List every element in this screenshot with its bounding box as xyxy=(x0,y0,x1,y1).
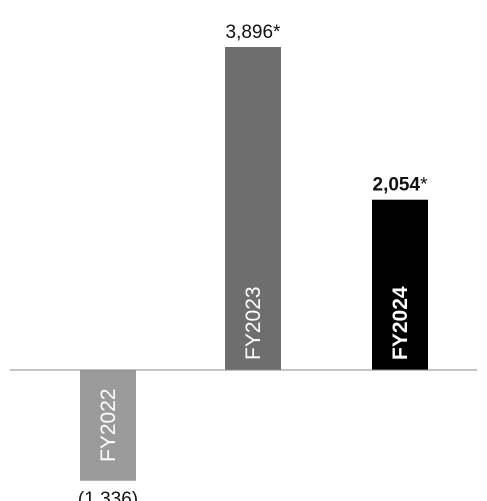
category-label-fy2023: FY2023 xyxy=(242,286,265,360)
value-label-fy2022: (1,336) xyxy=(78,489,138,501)
bar-fy2023 xyxy=(225,47,281,370)
value-label-fy2023: 3,896* xyxy=(226,22,282,43)
bar-fy2024 xyxy=(372,199,428,370)
bars-group xyxy=(80,47,428,481)
value-label-fy2024: 2,054* xyxy=(373,175,429,196)
category-label-fy2022: FY2022 xyxy=(97,388,120,462)
bar-fy2022 xyxy=(80,370,136,481)
labels-group: FY2022 (1,336) FY2023 3,896* FY2024 2,054* xyxy=(78,22,428,501)
category-label-fy2024: FY2024 xyxy=(389,286,412,360)
